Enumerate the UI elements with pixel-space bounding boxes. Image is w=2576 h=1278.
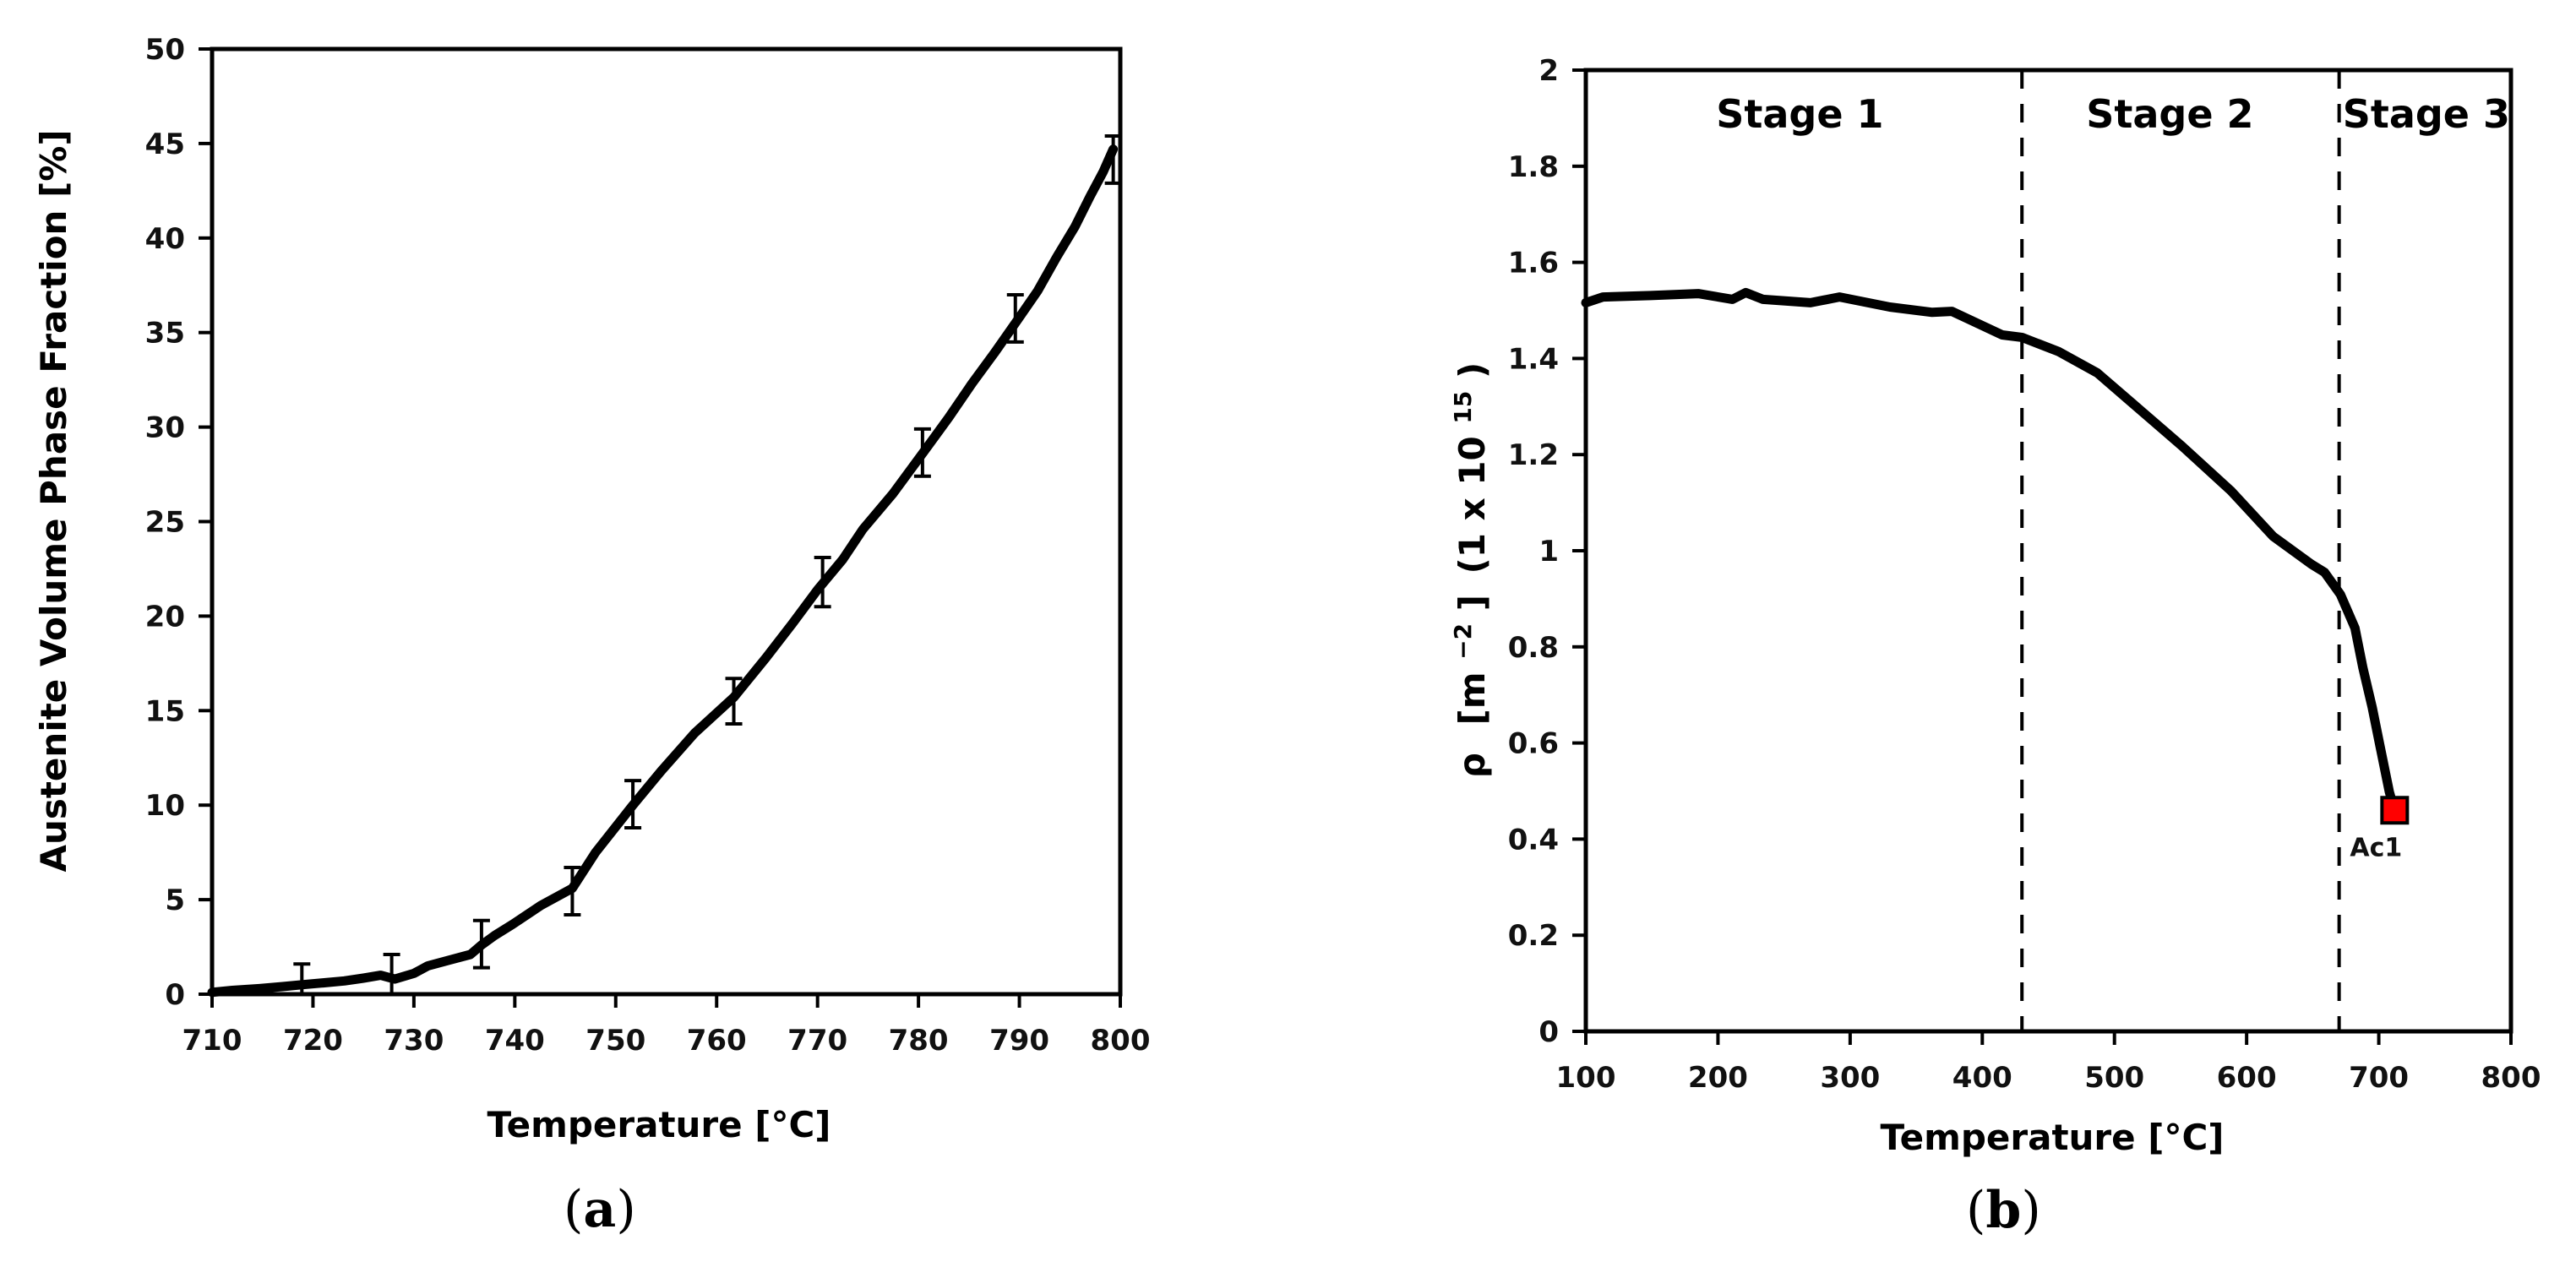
x-tick-label: 800: [1091, 1024, 1151, 1058]
stage-label: Stage 1: [1716, 91, 1883, 137]
rho-symbol: ρ: [1451, 753, 1493, 778]
chart-b-stage-labels: Stage 1 Stage 2 Stage 3: [1716, 91, 2510, 137]
y-tick-label: 0: [165, 978, 185, 1012]
y-tick-label: 10: [145, 789, 185, 823]
chart-b-stage-dividers: [2020, 70, 2341, 1031]
x-tick-label: 400: [1952, 1061, 2012, 1095]
chart-a-error-bars: [293, 133, 1122, 996]
stage-label: Stage 2: [2086, 91, 2253, 137]
chart-a-data-line: [207, 144, 1119, 998]
y-tick-label: 20: [145, 600, 185, 634]
x-tick-label: 750: [585, 1024, 645, 1058]
y-tick-label: 1.6: [1508, 247, 1559, 280]
unit-exponent: −2: [1449, 623, 1477, 660]
x-tick-label: 730: [384, 1024, 444, 1058]
x-tick-label: 700: [2349, 1061, 2409, 1095]
y-tick-label: 0.8: [1508, 631, 1559, 665]
chart-austenite-fraction: 710 720 730 740 750 760 770 780 790 800 0 5 10 15 20 25…: [33, 33, 1150, 1145]
stage-label: Stage 3: [2343, 91, 2510, 137]
x-tick-label: 300: [1820, 1061, 1880, 1095]
x-tick-label: 790: [989, 1024, 1049, 1058]
scale-open: (1 x 10: [1451, 436, 1493, 574]
unit-close: ]: [1451, 595, 1493, 611]
y-tick-label: 0: [1539, 1015, 1559, 1049]
ac1-label: Ac1: [2350, 833, 2402, 862]
y-tick-label: 25: [145, 506, 185, 540]
y-tick-label: 35: [145, 317, 185, 351]
x-tick-label: 500: [2084, 1061, 2144, 1095]
y-tick-label: 1.2: [1508, 438, 1559, 472]
y-tick-label: 0.2: [1508, 919, 1559, 953]
scale-close: ): [1451, 362, 1493, 378]
y-tick-label: 2: [1539, 54, 1559, 88]
chart-a-ticks: 710 720 730 740 750 760 770 780 790 800 0 5 10 15 20 25…: [145, 33, 1151, 1058]
chart-b-x-axis-title: Temperature [°C]: [1881, 1117, 2225, 1158]
caption-b-letter: b: [1985, 1181, 2022, 1240]
x-tick-label: 760: [687, 1024, 747, 1058]
ac1-marker-square: [2380, 796, 2410, 825]
y-tick-label: 30: [145, 411, 185, 445]
unit-open: [m: [1451, 672, 1493, 725]
x-tick-label: 780: [889, 1024, 949, 1058]
y-tick-label: 0.4: [1508, 823, 1559, 857]
y-tick-label: 50: [145, 33, 185, 67]
y-tick-label: 1.4: [1508, 342, 1559, 376]
x-tick-label: 770: [787, 1024, 847, 1058]
chart-a-y-axis-title: Austenite Volume Phase Fraction [%]: [33, 129, 74, 872]
scale-exponent: 15: [1449, 391, 1477, 424]
chart-a-x-axis-title: Temperature [°C]: [487, 1104, 831, 1145]
y-tick-label: 15: [145, 694, 185, 728]
chart-dislocation-density: 100 200 300 400 500 600 700 800 0 0.2 0.4 0.6 0.8 1 1.…: [1438, 54, 2541, 1158]
caption-a-letter: a: [583, 1180, 617, 1239]
panel-caption-b: (b): [1966, 1181, 2041, 1240]
x-tick-label: 710: [182, 1024, 242, 1058]
y-tick-label: 5: [165, 884, 185, 917]
x-tick-label: 800: [2481, 1061, 2541, 1095]
y-tick-label: 40: [145, 222, 185, 256]
chart-b-ticks: 100 200 300 400 500 600 700 800 0 0.2 0.4 0.6 0.8 1 1.…: [1508, 54, 2541, 1095]
panel-caption-a: (a): [564, 1180, 636, 1239]
chart-b-y-axis-title: ρ [m −2 ] (1 x 10 15 ): [1438, 362, 1493, 778]
y-tick-label: 0.6: [1508, 727, 1559, 761]
y-tick-label: 45: [145, 128, 185, 161]
x-tick-label: 720: [283, 1024, 343, 1058]
y-tick-label: 1.8: [1508, 150, 1559, 184]
chart-b-plot-frame: [1583, 68, 2513, 1034]
x-tick-label: 740: [485, 1024, 545, 1058]
chart-a-plot-frame: [210, 46, 1123, 997]
x-tick-label: 100: [1556, 1061, 1616, 1095]
x-tick-label: 600: [2217, 1061, 2277, 1095]
y-tick-label: 1: [1539, 535, 1559, 568]
x-tick-label: 200: [1688, 1061, 1748, 1095]
chart-b-data-line: [1581, 287, 2399, 815]
